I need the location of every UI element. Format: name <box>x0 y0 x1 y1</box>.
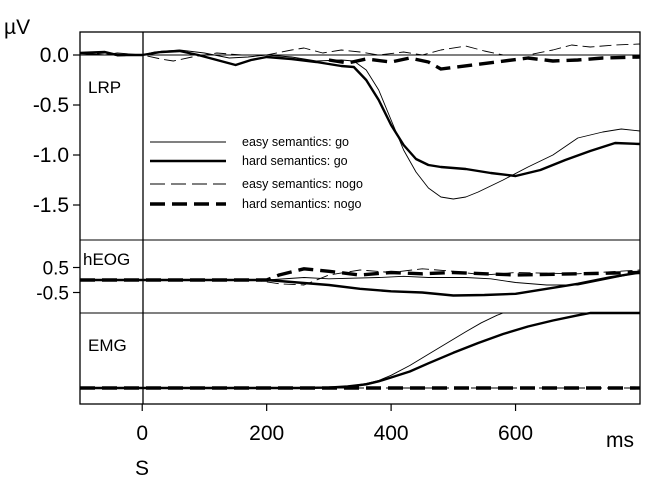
legend-label-hard-nogo: hard semantics: nogo <box>242 197 362 211</box>
legend-label-easy-go: easy semantics: go <box>242 135 349 149</box>
legend-label-hard-go: hard semantics: go <box>242 154 348 168</box>
legend-label-easy-nogo: easy semantics: nogo <box>242 177 363 191</box>
y-tick-label-heog: 0.5 <box>43 259 69 280</box>
legend: easy semantics: go hard semantics: go ea… <box>150 135 363 211</box>
x-tick-label: 0 <box>136 422 148 445</box>
plot-frame <box>79 31 641 405</box>
series-hard-go-emg <box>80 311 640 390</box>
y-tick-label-lrp: -1.5 <box>33 194 69 217</box>
series-easy-nogo-heog <box>80 268 641 286</box>
x-tick-label: 600 <box>498 422 533 445</box>
series-hard-nogo-lrp <box>328 55 641 71</box>
series-hard-nogo-heog <box>80 267 641 282</box>
series-easy-go-heog <box>80 272 641 286</box>
series-layer <box>79 43 641 390</box>
y-tick-label-lrp: 0.0 <box>40 44 69 67</box>
series-hard-go-lrp <box>79 49 641 178</box>
series-hard-go-heog <box>80 271 641 297</box>
x-tick-label: 400 <box>374 422 409 445</box>
series-easy-nogo-lrp <box>79 43 641 62</box>
x-axis-ticks: 0 200 400 600 <box>136 404 533 445</box>
y-unit-label: µV <box>4 16 30 39</box>
y-tick-label-lrp: -1.0 <box>33 144 69 167</box>
x-tick-label: 200 <box>249 422 284 445</box>
panel-label-heog: hEOG <box>83 250 130 269</box>
y-tick-label-heog: -0.5 <box>36 284 69 305</box>
x-unit-label: ms <box>606 429 634 452</box>
panel-label-emg: EMG <box>88 336 127 355</box>
panel-label-lrp: LRP <box>88 78 121 97</box>
y-tick-label-lrp: -0.5 <box>33 94 69 117</box>
y-axis-ticks: 0.0 -0.5 -1.0 -1.5 0.5 -0.5 <box>33 44 80 305</box>
stimulus-label: S <box>135 457 149 480</box>
